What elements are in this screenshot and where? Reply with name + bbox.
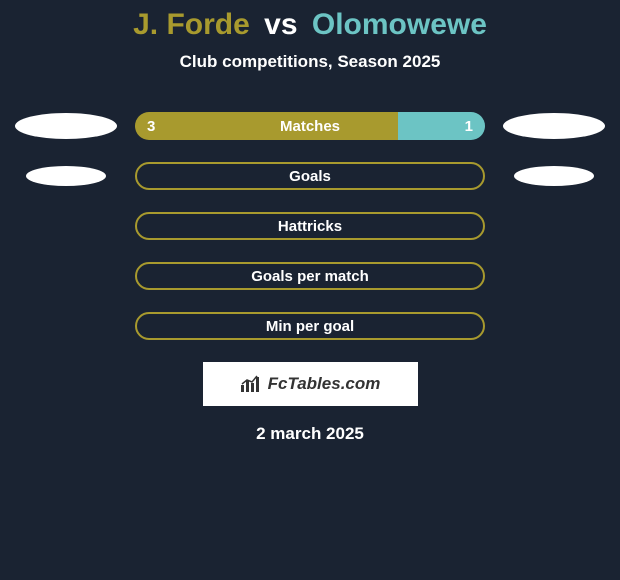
- subtitle: Club competitions, Season 2025: [0, 52, 620, 72]
- stat-label: Min per goal: [137, 314, 483, 338]
- page-title: J. Forde vs Olomowewe: [0, 8, 620, 42]
- stat-rows: Matches31GoalsHattricksGoals per matchMi…: [0, 112, 620, 340]
- vs-separator: vs: [264, 8, 297, 41]
- stat-left-value: 3: [147, 112, 155, 140]
- left-ellipse: [26, 166, 106, 186]
- stat-bar: Matches31: [135, 112, 485, 140]
- stat-bar: Min per goal: [135, 312, 485, 340]
- stat-bar: Goals per match: [135, 262, 485, 290]
- brand-chart-icon: [240, 375, 262, 393]
- stat-label: Goals per match: [137, 264, 483, 288]
- left-ellipse: [15, 113, 117, 139]
- player2-name: Olomowewe: [312, 8, 487, 41]
- stat-bar: Goals: [135, 162, 485, 190]
- right-ellipse: [503, 113, 605, 139]
- right-ellipse: [514, 166, 594, 186]
- brand-text: FcTables.com: [268, 374, 381, 394]
- stat-row: Min per goal: [0, 312, 620, 340]
- stat-row: Goals per match: [0, 262, 620, 290]
- stat-row: Goals: [0, 162, 620, 190]
- date-text: 2 march 2025: [0, 424, 620, 444]
- stat-row: Hattricks: [0, 212, 620, 240]
- stat-bar: Hattricks: [135, 212, 485, 240]
- player1-name: J. Forde: [133, 8, 250, 41]
- stat-label: Hattricks: [137, 214, 483, 238]
- comparison-infographic: J. Forde vs Olomowewe Club competitions,…: [0, 0, 620, 444]
- stat-row: Matches31: [0, 112, 620, 140]
- bar-left-segment: [135, 112, 398, 140]
- stat-right-value: 1: [465, 112, 473, 140]
- stat-label: Goals: [137, 164, 483, 188]
- brand-badge: FcTables.com: [203, 362, 418, 406]
